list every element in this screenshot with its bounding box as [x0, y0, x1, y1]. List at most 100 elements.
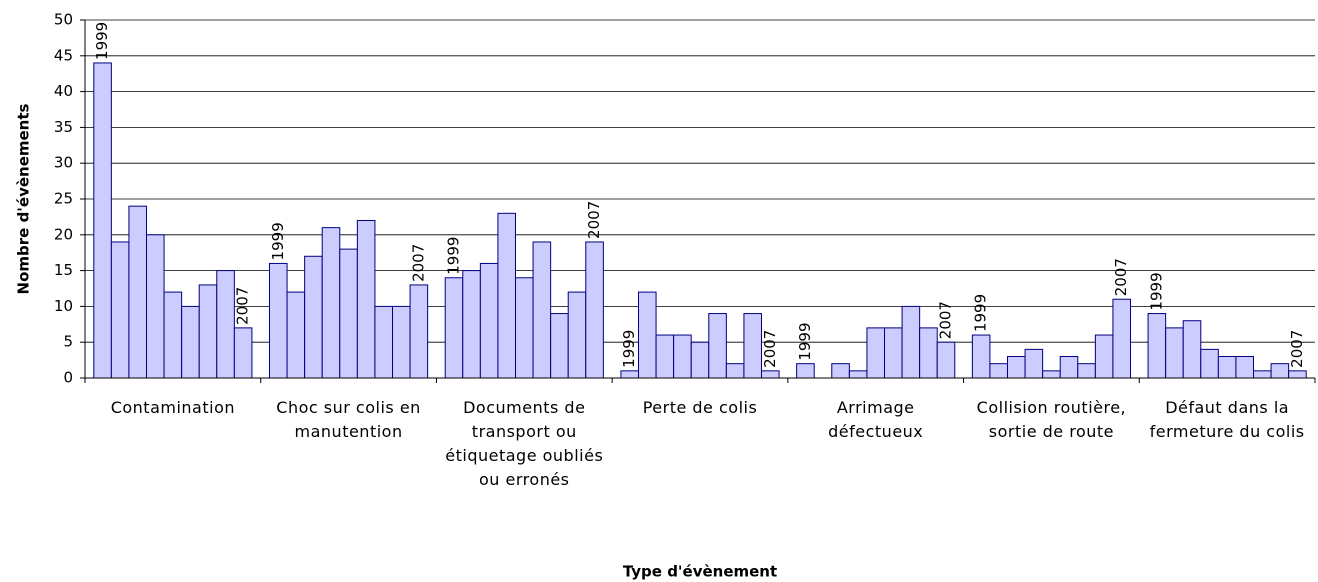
- bar-label: 1999: [93, 22, 111, 60]
- x-tick-label: Documents de transport ou étiquetage oub…: [445, 398, 604, 489]
- bar: [620, 370, 640, 379]
- bar: [1077, 363, 1096, 379]
- x-tick-label: Perte de colis: [642, 398, 758, 417]
- bar: [392, 305, 411, 379]
- bar: [550, 313, 569, 379]
- bar: [1042, 370, 1061, 379]
- bar-label: 2007: [761, 330, 779, 368]
- bar: [901, 305, 921, 379]
- x-tick-label-box: Contamination: [110, 398, 235, 417]
- bar: [497, 212, 516, 379]
- bar-label: 1999: [1147, 272, 1165, 310]
- bar-label: 1999: [445, 237, 463, 275]
- bar-label: 2007: [234, 287, 252, 325]
- bar: [339, 248, 358, 379]
- y-tick-label: 50: [54, 11, 73, 29]
- bar: [884, 327, 903, 379]
- bar: [708, 313, 727, 379]
- x-tick-label-box: Choc sur colis en manutention: [276, 398, 421, 441]
- x-tick-label-box: Arrimage défectueux: [828, 398, 924, 441]
- bar: [585, 241, 604, 379]
- bar: [1182, 320, 1202, 379]
- bar: [110, 241, 130, 379]
- bar-label: 2007: [409, 244, 427, 282]
- bar: [919, 327, 938, 379]
- bar: [690, 341, 710, 379]
- x-tick-label: Contamination: [110, 398, 235, 417]
- bar: [233, 327, 253, 379]
- bar: [216, 270, 235, 379]
- y-tick-label: 20: [54, 225, 73, 243]
- bar: [1059, 356, 1079, 379]
- bar: [1200, 348, 1219, 379]
- x-tick-label: Collision routière, sortie de route: [976, 398, 1127, 441]
- bar: [761, 370, 780, 379]
- bar: [1253, 370, 1272, 379]
- bar: [515, 277, 534, 379]
- bar: [1147, 313, 1167, 379]
- bar: [743, 313, 763, 379]
- bar: [286, 291, 306, 379]
- bar: [304, 255, 323, 379]
- bar: [796, 363, 815, 379]
- x-tick-label-box: Perte de colis: [642, 398, 758, 417]
- y-tick-label: 15: [54, 261, 73, 279]
- bar-label: 2007: [1288, 330, 1306, 368]
- bar: [936, 341, 956, 379]
- bar: [1007, 356, 1026, 379]
- bar: [198, 284, 218, 379]
- bar: [1112, 298, 1132, 379]
- bar: [93, 62, 112, 379]
- bar: [1165, 327, 1184, 379]
- bar: [848, 370, 868, 379]
- y-axis-title: Nombre d'évènements: [15, 103, 33, 294]
- bar-label: 1999: [269, 222, 287, 260]
- bar: [146, 234, 165, 379]
- bar: [181, 305, 200, 379]
- bar-label: 1999: [796, 322, 814, 360]
- bar: [462, 270, 481, 379]
- bar: [831, 363, 850, 379]
- bar: [1235, 356, 1255, 379]
- bar: [1288, 370, 1307, 379]
- bar-label: 2007: [1112, 258, 1130, 296]
- bar: [128, 205, 148, 379]
- bar: [638, 291, 657, 379]
- y-tick-label: 0: [63, 369, 73, 387]
- bar: [479, 262, 499, 379]
- bar-label: 1999: [620, 330, 638, 368]
- x-tick-label: Arrimage défectueux: [828, 398, 924, 441]
- bar: [444, 277, 464, 379]
- bar: [409, 284, 429, 379]
- x-tick-label: Choc sur colis en manutention: [276, 398, 421, 441]
- x-tick-label-box: Défaut dans la fermeture du colis: [1150, 398, 1304, 441]
- bar: [971, 334, 991, 379]
- bar: [1217, 356, 1237, 379]
- bar: [321, 227, 341, 379]
- bar: [1094, 334, 1114, 379]
- y-tick-label: 40: [54, 82, 73, 100]
- x-tick-label-box: Documents de transport ou étiquetage oub…: [445, 398, 604, 489]
- bar: [356, 219, 376, 379]
- bar: [725, 363, 745, 379]
- y-tick-label: 10: [54, 297, 73, 315]
- bar: [1024, 348, 1044, 379]
- y-tick-label: 45: [54, 46, 73, 64]
- bar: [1270, 363, 1290, 379]
- bar: [989, 363, 1009, 379]
- bar: [673, 334, 692, 379]
- bar-label: 2007: [585, 201, 603, 239]
- bar: [163, 291, 183, 379]
- bar-label: 2007: [937, 301, 955, 339]
- bar: [532, 241, 552, 379]
- bar: [866, 327, 886, 379]
- bar-label: 1999: [972, 294, 990, 332]
- x-axis-title: Type d'évènement: [623, 563, 777, 581]
- y-tick-label: 35: [54, 118, 73, 136]
- x-tick-label-box: Collision routière, sortie de route: [976, 398, 1127, 441]
- bar: [374, 305, 393, 379]
- bar: [269, 262, 288, 379]
- y-tick-label: 30: [54, 154, 73, 172]
- bar: [567, 291, 587, 379]
